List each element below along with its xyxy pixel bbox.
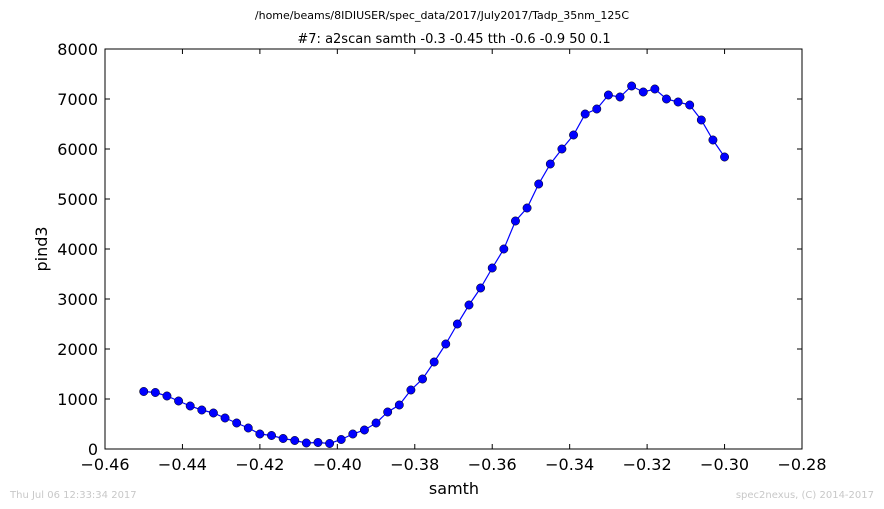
data-point xyxy=(174,396,184,406)
data-point xyxy=(650,84,660,94)
x-tick-label: −0.34 xyxy=(545,455,594,474)
x-axis-label: samth xyxy=(429,479,479,498)
data-point xyxy=(557,144,567,154)
plot-frame xyxy=(104,48,803,450)
data-point xyxy=(708,135,718,145)
data-point xyxy=(545,159,555,169)
data-point xyxy=(720,152,730,162)
data-point xyxy=(383,407,393,417)
data-point xyxy=(313,438,323,447)
data-point xyxy=(452,319,462,329)
data-point xyxy=(487,263,497,273)
data-point xyxy=(406,385,416,395)
data-point xyxy=(603,90,613,100)
data-point xyxy=(534,179,544,189)
data-point xyxy=(220,413,230,423)
data-point xyxy=(429,357,439,367)
data-point xyxy=(394,400,404,410)
data-point xyxy=(336,435,346,444)
chart-suptitle: /home/beams/8IDIUSER/spec_data/2017/July… xyxy=(255,9,630,22)
y-tick-label: 3000 xyxy=(57,290,98,309)
data-point xyxy=(476,283,486,293)
y-axis-label: pind3 xyxy=(32,226,51,271)
data-point xyxy=(325,439,335,448)
y-tick-label: 6000 xyxy=(57,140,98,159)
data-point xyxy=(359,425,369,435)
data-point xyxy=(185,401,195,411)
data-point xyxy=(662,94,671,104)
x-tick-label: −0.44 xyxy=(158,455,207,474)
data-point xyxy=(441,339,451,349)
y-tick-label: 8000 xyxy=(57,40,98,59)
data-point xyxy=(267,431,276,440)
data-point xyxy=(371,418,381,428)
y-tick-label: 1000 xyxy=(57,390,98,409)
data-point xyxy=(615,92,625,102)
x-tick-label: −0.40 xyxy=(313,455,362,474)
data-point xyxy=(243,423,253,433)
x-tick-label: −0.38 xyxy=(390,455,439,474)
data-point xyxy=(464,300,474,310)
series-line xyxy=(143,85,726,445)
data-point xyxy=(499,244,509,254)
data-point xyxy=(290,436,300,445)
x-axis-ticks: −0.46 −0.44 −0.42 −0.40 −0.38 −0.36 −0.34 −0.32… xyxy=(80,49,827,474)
y-tick-label: 0 xyxy=(88,440,98,459)
y-tick-label: 7000 xyxy=(57,90,98,109)
y-tick-label: 2000 xyxy=(57,340,98,359)
data-point xyxy=(139,387,149,396)
x-tick-label: −0.30 xyxy=(700,455,749,474)
data-point xyxy=(638,87,648,97)
data-point xyxy=(685,100,695,110)
series-layer xyxy=(139,81,730,448)
data-point xyxy=(162,391,172,401)
data-point xyxy=(197,405,207,415)
credit-footer: spec2nexus, (C) 2014-2017 xyxy=(736,490,874,501)
data-point xyxy=(255,429,265,439)
data-point xyxy=(278,434,288,443)
data-point xyxy=(348,429,358,439)
x-tick-label: −0.32 xyxy=(623,455,672,474)
data-point xyxy=(301,438,311,448)
data-point xyxy=(569,130,578,140)
y-tick-label: 4000 xyxy=(57,240,98,259)
data-point xyxy=(511,216,520,226)
x-tick-label: −0.36 xyxy=(468,455,517,474)
data-point xyxy=(580,109,590,119)
x-tick-label: −0.42 xyxy=(235,455,284,474)
y-axis-ticks: 0 1000 2000 3000 4000 5000 6000 7000 8000 xyxy=(57,40,802,459)
data-point xyxy=(232,418,242,428)
data-point xyxy=(673,97,683,107)
chart-title: #7: a2scan samth -0.3 -0.45 tth -0.6 -0.… xyxy=(297,32,610,47)
y-tick-label: 5000 xyxy=(57,190,98,209)
data-point xyxy=(418,374,427,384)
data-point xyxy=(696,115,706,125)
data-point xyxy=(627,81,637,91)
data-point xyxy=(208,408,218,418)
data-point xyxy=(592,104,602,114)
timestamp-footer: Thu Jul 06 12:33:34 2017 xyxy=(9,490,137,501)
x-tick-label: −0.28 xyxy=(777,455,826,474)
x-tick-label: −0.46 xyxy=(80,455,129,474)
data-point xyxy=(150,388,160,397)
data-point xyxy=(522,203,532,213)
